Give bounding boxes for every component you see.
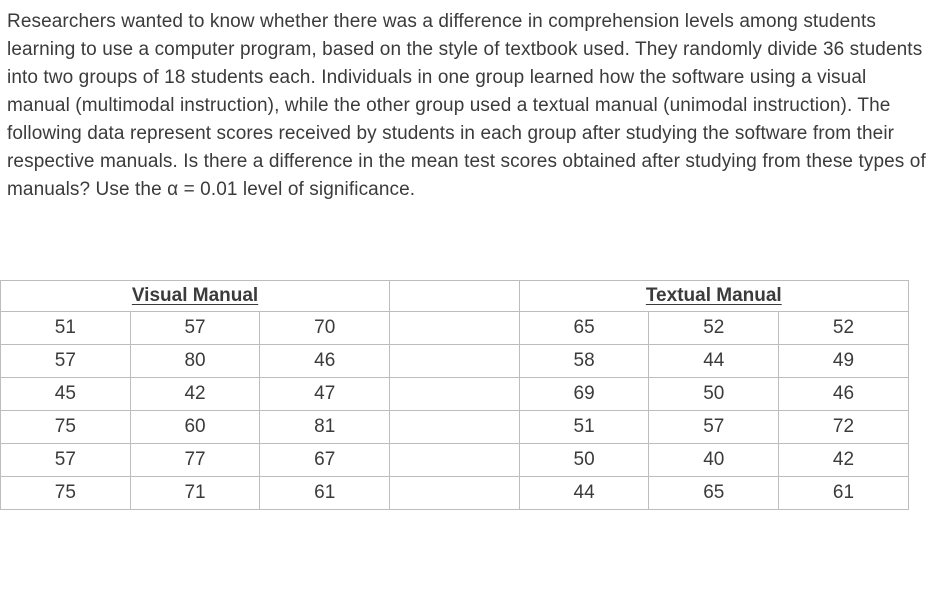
spacer-cell — [389, 344, 520, 378]
textual-score-cell: 49 — [778, 344, 909, 378]
spacer-header-cell — [389, 280, 520, 312]
textual-score-cell: 69 — [518, 377, 650, 411]
table-row: 57 77 67 50 40 42 — [0, 443, 909, 477]
textual-score-cell: 65 — [518, 311, 650, 345]
textual-score-cell: 52 — [778, 311, 909, 345]
visual-manual-header: Visual Manual — [131, 285, 259, 306]
textual-score-cell: 72 — [778, 410, 909, 444]
textual-score-cell: 57 — [648, 410, 780, 444]
textual-score-cell: 65 — [648, 476, 780, 510]
visual-score-cell: 46 — [259, 344, 391, 378]
scores-table: Visual Manual Textual Manual 51 57 70 65 52 5… — [0, 280, 909, 510]
visual-score-cell: 77 — [129, 443, 261, 477]
visual-score-cell: 75 — [0, 410, 131, 444]
textual-score-cell: 58 — [518, 344, 650, 378]
table-row: 75 60 81 51 57 72 — [0, 410, 909, 444]
textual-score-cell: 50 — [518, 443, 650, 477]
table-row: 75 71 61 44 65 61 — [0, 476, 909, 510]
visual-score-cell: 47 — [259, 377, 391, 411]
visual-score-cell: 45 — [0, 377, 131, 411]
table-header-row: Visual Manual Textual Manual — [0, 280, 909, 312]
textual-score-cell: 61 — [778, 476, 909, 510]
spacer-cell — [389, 377, 520, 411]
visual-score-cell: 70 — [259, 311, 391, 345]
visual-score-cell: 75 — [0, 476, 131, 510]
spacer-cell — [389, 410, 520, 444]
visual-score-cell: 57 — [0, 344, 131, 378]
visual-score-cell: 80 — [129, 344, 261, 378]
textual-manual-header-cell: Textual Manual — [518, 280, 909, 312]
textual-score-cell: 44 — [518, 476, 650, 510]
textual-score-cell: 42 — [778, 443, 909, 477]
visual-score-cell: 67 — [259, 443, 391, 477]
textual-score-cell: 44 — [648, 344, 780, 378]
visual-score-cell: 81 — [259, 410, 391, 444]
textual-score-cell: 51 — [518, 410, 650, 444]
spacer-cell — [389, 476, 520, 510]
textual-score-cell: 46 — [778, 377, 909, 411]
textual-score-cell: 40 — [648, 443, 780, 477]
visual-score-cell: 71 — [129, 476, 261, 510]
spacer-cell — [389, 443, 520, 477]
table-row: 57 80 46 58 44 49 — [0, 344, 909, 378]
visual-score-cell: 61 — [259, 476, 391, 510]
visual-score-cell: 42 — [129, 377, 261, 411]
textual-score-cell: 50 — [648, 377, 780, 411]
visual-score-cell: 57 — [129, 311, 261, 345]
table-row: 51 57 70 65 52 52 — [0, 311, 909, 345]
table-row: 45 42 47 69 50 46 — [0, 377, 909, 411]
problem-statement: Researchers wanted to know whether there… — [7, 11, 926, 200]
visual-score-cell: 51 — [0, 311, 131, 345]
textual-score-cell: 52 — [648, 311, 780, 345]
textual-manual-header: Textual Manual — [645, 285, 782, 306]
visual-score-cell: 60 — [129, 410, 261, 444]
visual-score-cell: 57 — [0, 443, 131, 477]
visual-manual-header-cell: Visual Manual — [0, 280, 391, 312]
spacer-cell — [389, 311, 520, 345]
